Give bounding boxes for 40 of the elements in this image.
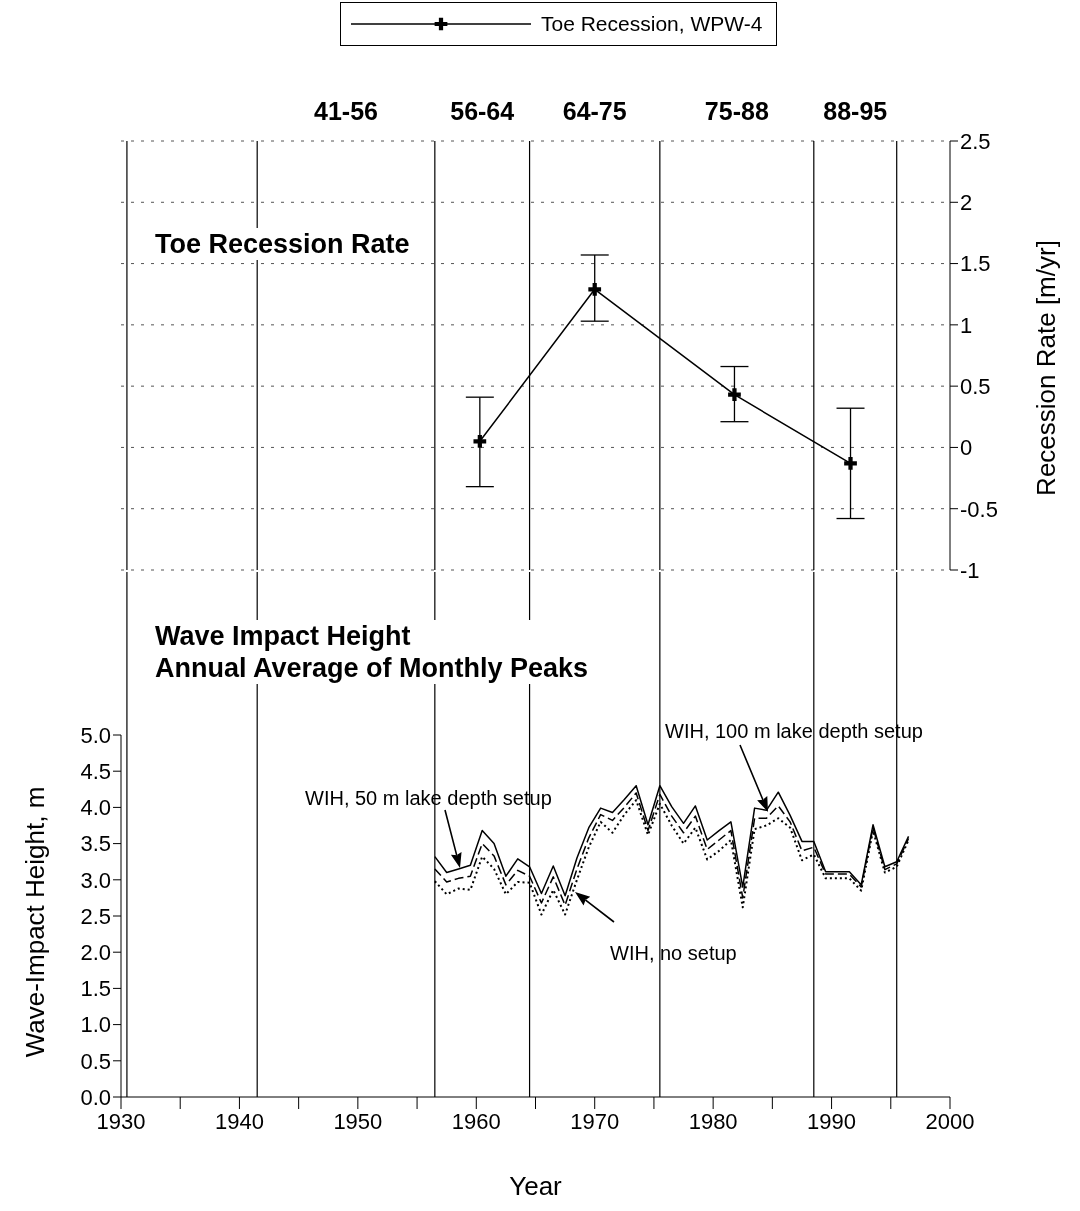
x-tick-label: 1990 — [807, 1108, 857, 1134]
y-tick-label: 0.5 — [80, 1048, 111, 1074]
y-tick-label: 0 — [960, 435, 973, 461]
y-tick-label: 2 — [960, 190, 973, 216]
y-tick-label: 3.5 — [80, 831, 111, 857]
y-tick-label: 1.0 — [80, 1012, 111, 1038]
text: 41-56 — [314, 97, 378, 126]
y-axis-title: Wave-Impact Height, m — [19, 786, 51, 1058]
text: 56-64 — [450, 97, 515, 126]
text: Toe Recession, WPW-4 — [541, 12, 763, 36]
y-tick-label: 1.5 — [960, 251, 991, 277]
y-tick-label: -1 — [960, 557, 980, 583]
y-tick-label: 5.0 — [80, 722, 111, 748]
y-tick-label: -0.5 — [960, 496, 998, 522]
text: 75-88 — [704, 97, 769, 126]
x-tick-label: 1960 — [451, 1108, 501, 1134]
y-axis-title: Recession Rate [m/yr] — [1030, 240, 1062, 496]
y-tick-label: 1 — [960, 312, 973, 338]
y-tick-label: 2.0 — [80, 940, 111, 966]
chart-title: Wave Impact Height — [155, 620, 412, 652]
y-tick-label: 0.0 — [80, 1084, 111, 1110]
chart-subtitle: Annual Average of Monthly Peaks — [155, 652, 589, 684]
x-axis-title: Year — [509, 1171, 563, 1201]
y-tick-label: 3.0 — [80, 867, 111, 893]
y-tick-label: 1.5 — [80, 976, 111, 1002]
text: 64-75 — [562, 97, 627, 126]
text: Toe Recession Rate — [155, 228, 410, 260]
x-tick-label: 1970 — [570, 1108, 620, 1134]
y-tick-label: 4.5 — [80, 759, 111, 785]
y-tick-label: 2.5 — [80, 903, 111, 929]
text: 88-95 — [823, 97, 888, 126]
x-tick-label: 1940 — [214, 1108, 264, 1134]
legend-label: WIH, no setup — [610, 942, 737, 965]
y-tick-label: 0.5 — [960, 373, 991, 399]
y-tick-label: 4.0 — [80, 795, 111, 821]
y-tick-label: 2.5 — [960, 128, 991, 154]
x-tick-label: 1930 — [96, 1108, 146, 1134]
x-tick-label: 1950 — [333, 1108, 383, 1134]
x-tick-label: 2000 — [925, 1108, 975, 1134]
x-tick-label: 1980 — [688, 1108, 738, 1134]
